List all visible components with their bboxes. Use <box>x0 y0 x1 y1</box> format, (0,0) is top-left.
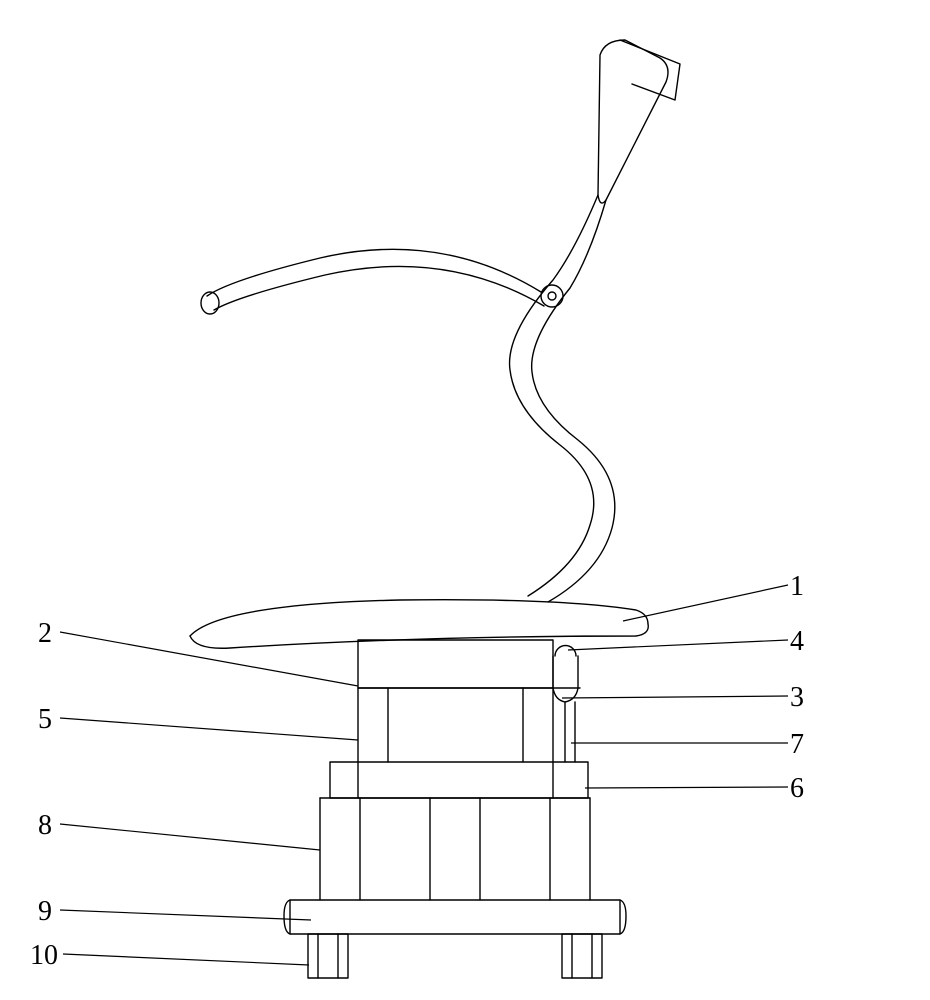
chair-drawing <box>190 40 680 978</box>
chair-diagram-canvas <box>0 0 930 1000</box>
label-6: 6 <box>790 773 804 805</box>
label-8: 8 <box>38 810 52 842</box>
label-7: 7 <box>790 729 804 761</box>
label-9: 9 <box>38 896 52 928</box>
label-1: 1 <box>790 571 804 603</box>
label-5: 5 <box>38 704 52 736</box>
label-3: 3 <box>790 682 804 714</box>
label-2: 2 <box>38 618 52 650</box>
label-4: 4 <box>790 626 804 658</box>
leader-lines <box>60 585 788 965</box>
label-10: 10 <box>30 940 58 972</box>
